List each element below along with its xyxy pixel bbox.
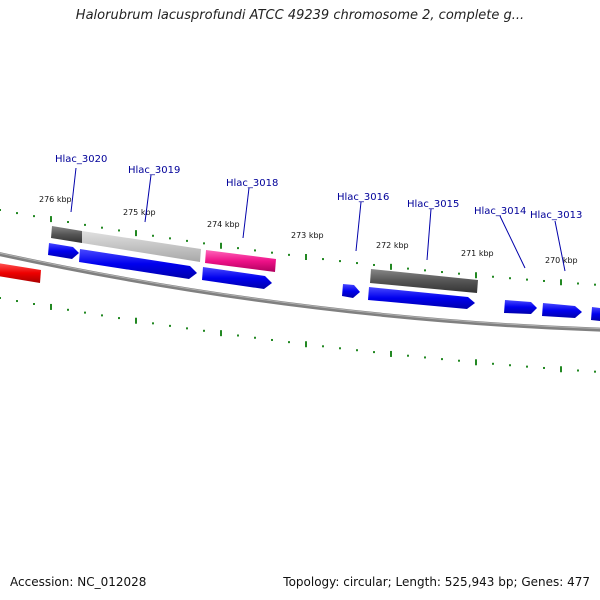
leader-line-3019 — [144, 174, 152, 223]
cds-arrow-edge[interactable] — [591, 307, 600, 321]
cds-arrow-3020[interactable] — [48, 243, 79, 259]
kbp-label-275: 275 kbp — [123, 208, 156, 217]
cds-arrow-3016[interactable] — [342, 284, 360, 298]
map-title: Halorubrum lacusprofundi ATCC 49239 chro… — [75, 8, 525, 23]
gene-feature-light-3019[interactable] — [82, 231, 201, 262]
kbp-label-274: 274 kbp — [207, 220, 240, 229]
leader-line-3016 — [355, 201, 362, 252]
leader-line-3013 — [554, 220, 566, 272]
kbp-label-270: 270 kbp — [545, 256, 578, 265]
leader-line-3018 — [242, 187, 250, 239]
accession-text: Accession: NC_012028 — [10, 575, 147, 589]
cds-arrow-3019[interactable] — [79, 249, 197, 279]
inner-tick-row — [0, 297, 596, 373]
kbp-label-271: 271 kbp — [461, 249, 494, 258]
red-feature[interactable] — [0, 263, 41, 283]
cds-arrow-3014[interactable] — [504, 300, 537, 314]
kbp-label-273: 273 kbp — [291, 231, 324, 240]
cds-arrow-3015[interactable] — [368, 287, 475, 309]
backbone-highlight — [0, 252, 600, 330]
leader-line-3014 — [499, 215, 526, 269]
gene-feature-dark-3015[interactable] — [370, 269, 478, 293]
cds-arrow-3018[interactable] — [202, 267, 272, 289]
cds-arrow-3013[interactable] — [542, 303, 582, 318]
gene-feature-pink-3018[interactable] — [205, 250, 276, 272]
gene-label-hlac-3013[interactable]: Hlac_3013 — [530, 210, 582, 221]
kbp-label-272: 272 kbp — [376, 241, 409, 250]
leader-line-3015 — [426, 208, 432, 261]
summary-text: Topology: circular; Length: 525,943 bp; … — [283, 575, 590, 589]
gene-label-hlac-3020[interactable]: Hlac_3020 — [55, 154, 107, 165]
gene-label-hlac-3015[interactable]: Hlac_3015 — [407, 199, 459, 210]
gene-label-hlac-3016[interactable]: Hlac_3016 — [337, 192, 389, 203]
gene-feature-dark-3020[interactable] — [51, 226, 82, 243]
gene-label-hlac-3019[interactable]: Hlac_3019 — [128, 165, 180, 176]
leader-line-3020 — [70, 167, 77, 213]
kbp-label-276: 276 kbp — [39, 195, 72, 204]
backbone-line — [0, 252, 600, 332]
outer-tick-row — [0, 209, 596, 286]
gene-label-hlac-3018[interactable]: Hlac_3018 — [226, 178, 278, 189]
gene-label-hlac-3014[interactable]: Hlac_3014 — [474, 206, 526, 217]
